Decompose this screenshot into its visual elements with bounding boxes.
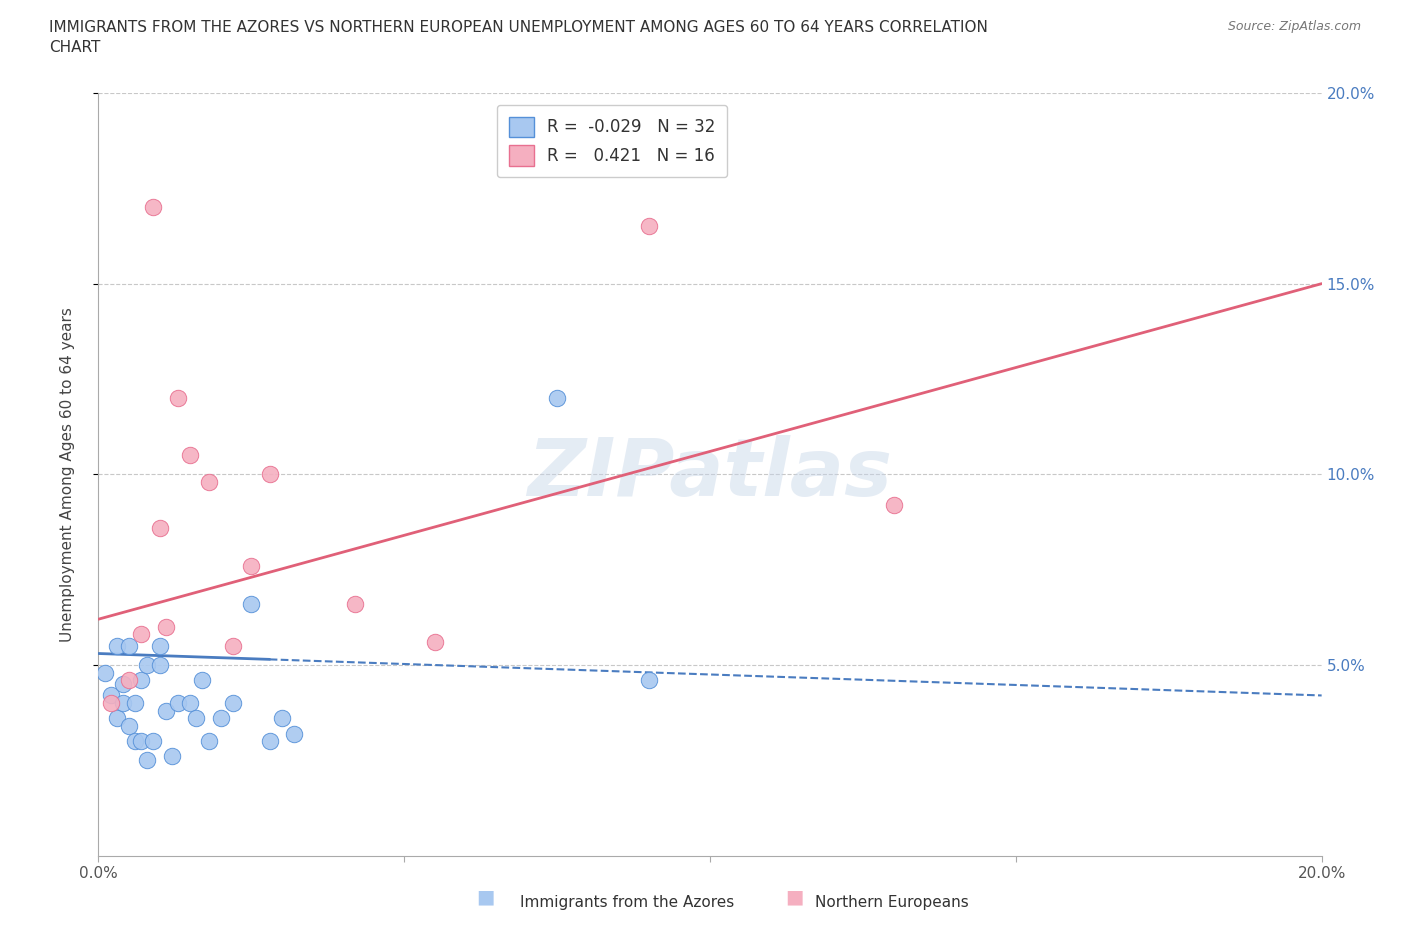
Point — [167, 391, 190, 405]
Point — [259, 467, 281, 482]
Point — [118, 672, 141, 687]
Point — [283, 726, 305, 741]
Point — [179, 696, 201, 711]
Point — [240, 596, 263, 611]
Point — [111, 696, 134, 711]
Point — [149, 639, 172, 654]
Point — [100, 696, 122, 711]
Text: IMMIGRANTS FROM THE AZORES VS NORTHERN EUROPEAN UNEMPLOYMENT AMONG AGES 60 TO 64: IMMIGRANTS FROM THE AZORES VS NORTHERN E… — [49, 20, 988, 35]
Point — [209, 711, 232, 725]
Point — [142, 734, 165, 749]
Point — [546, 391, 568, 405]
Point — [105, 639, 128, 654]
Point — [93, 665, 115, 680]
Point — [149, 520, 172, 535]
Point — [883, 498, 905, 512]
Point — [222, 639, 245, 654]
Point — [149, 658, 172, 672]
Text: ■: ■ — [475, 888, 495, 907]
Point — [197, 474, 219, 489]
Point — [142, 200, 165, 215]
Point — [136, 658, 159, 672]
Point — [344, 596, 367, 611]
Point — [240, 558, 263, 573]
Text: Immigrants from the Azores: Immigrants from the Azores — [520, 895, 734, 910]
Point — [105, 711, 128, 725]
Point — [155, 703, 177, 718]
Point — [637, 672, 661, 687]
Text: CHART: CHART — [49, 40, 101, 55]
Point — [160, 749, 183, 764]
Point — [259, 734, 281, 749]
Y-axis label: Unemployment Among Ages 60 to 64 years: Unemployment Among Ages 60 to 64 years — [60, 307, 75, 642]
Legend: R =  -0.029   N = 32, R =   0.421   N = 16: R = -0.029 N = 32, R = 0.421 N = 16 — [498, 105, 727, 178]
Text: Source: ZipAtlas.com: Source: ZipAtlas.com — [1227, 20, 1361, 33]
Point — [637, 219, 661, 233]
Point — [167, 696, 190, 711]
Point — [111, 677, 134, 692]
Point — [124, 734, 146, 749]
Point — [423, 634, 446, 649]
Point — [100, 688, 122, 703]
Point — [129, 627, 152, 642]
Point — [186, 711, 208, 725]
Point — [118, 719, 141, 734]
Text: Northern Europeans: Northern Europeans — [815, 895, 969, 910]
Point — [136, 753, 159, 768]
Text: ZIPatlas: ZIPatlas — [527, 435, 893, 513]
Point — [222, 696, 245, 711]
Point — [179, 448, 201, 463]
Point — [124, 696, 146, 711]
Point — [191, 672, 214, 687]
Point — [155, 619, 177, 634]
Point — [197, 734, 219, 749]
Point — [270, 711, 292, 725]
Point — [129, 734, 152, 749]
Text: ■: ■ — [785, 888, 804, 907]
Point — [129, 672, 152, 687]
Point — [118, 639, 141, 654]
